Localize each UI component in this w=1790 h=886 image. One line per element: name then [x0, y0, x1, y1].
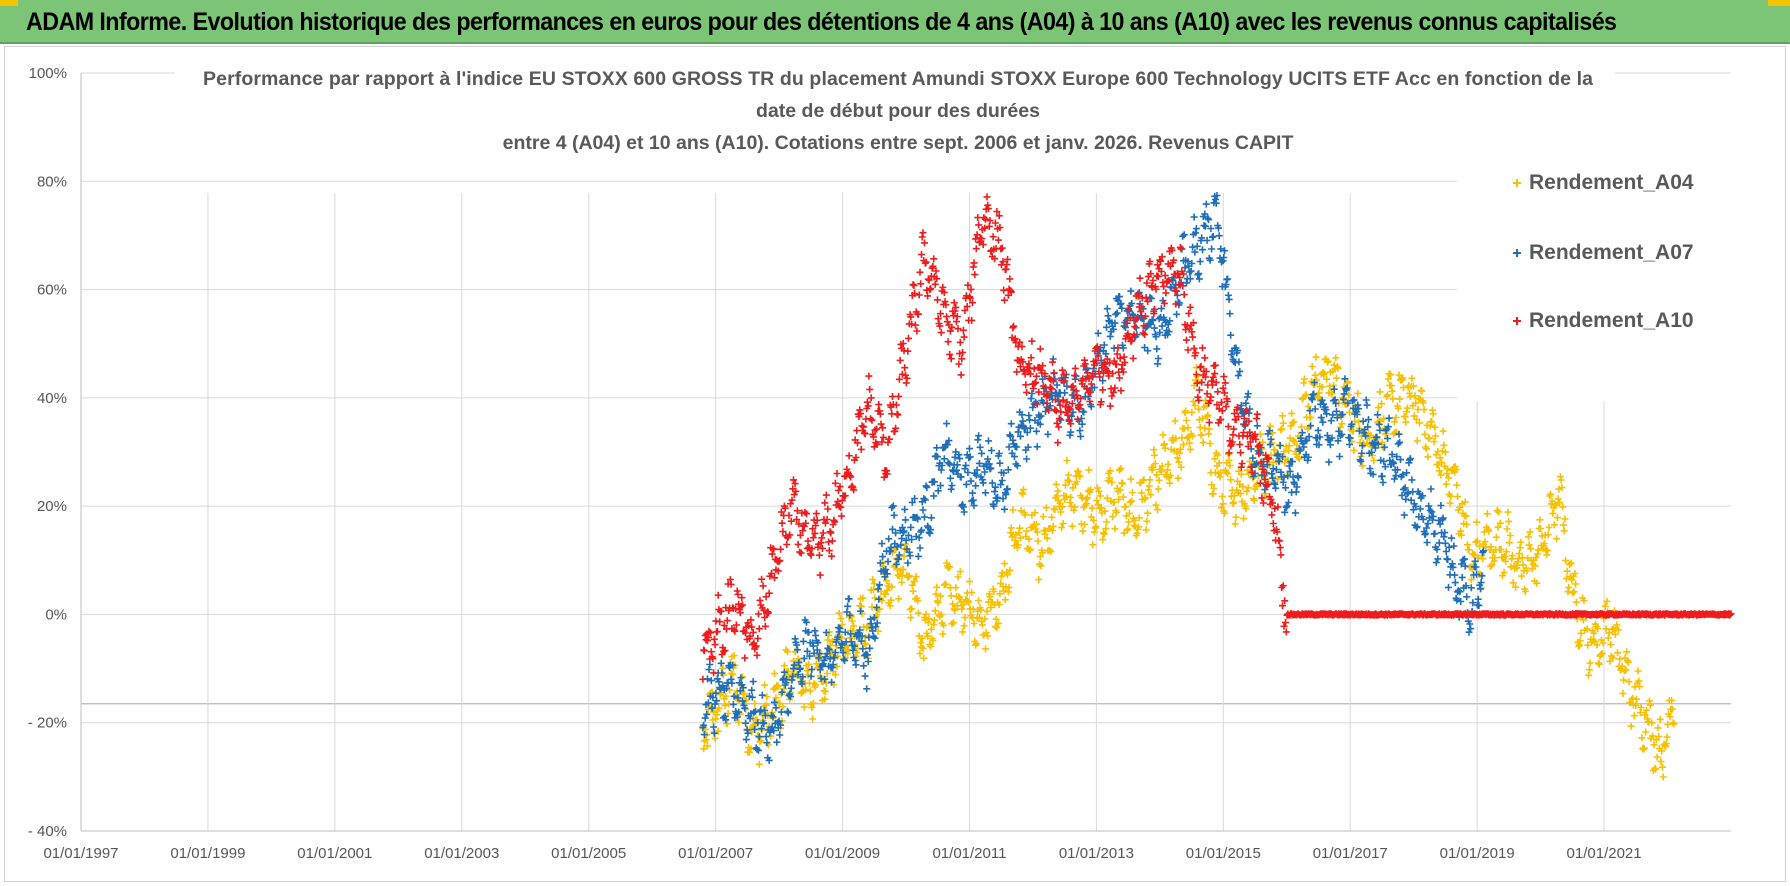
chart-area: 100% 80% 60% 40% 20% 0% - 20% - 40% 01/01/1997 01… [4, 46, 1786, 882]
page-banner: ADAM Informe. Evolution historique des p… [0, 0, 1790, 44]
x-tick-label: 01/01/2015 [1186, 845, 1261, 862]
y-tick-label: 60% [37, 282, 67, 299]
chart-title-bg [175, 129, 1615, 159]
x-tick-label: 01/01/2021 [1567, 845, 1642, 862]
chart-title-bg [175, 65, 1615, 95]
scatter-chart: 100% 80% 60% 40% 20% 0% - 20% - 40% 01/01/1997 01… [28, 65, 1735, 862]
legend-label: Rendement_A04 [1529, 171, 1694, 194]
chart-title-line: date de début pour des durées [756, 100, 1040, 122]
x-tick-label: 01/01/2003 [424, 845, 499, 862]
legend-label: Rendement_A07 [1529, 241, 1694, 264]
series-markers [699, 353, 1678, 781]
page-title: ADAM Informe. Evolution historique des p… [26, 8, 1617, 36]
x-tick-label: 01/01/2009 [805, 845, 880, 862]
y-tick-label: - 40% [28, 823, 67, 840]
y-tick-label: 80% [37, 173, 67, 190]
legend-marker [1513, 317, 1521, 325]
chart-title-line: Performance par rapport à l'indice EU ST… [203, 68, 1593, 90]
series-markers [699, 193, 1735, 683]
chart-title-line: entre 4 (A04) et 10 ans (A10). Cotations… [503, 132, 1294, 154]
x-tick-label: 01/01/2007 [678, 845, 753, 862]
legend-bg [1457, 151, 1733, 401]
chart-title: Performance par rapport à l'indice EU ST… [175, 65, 1615, 159]
x-tick-label: 01/01/2013 [1059, 845, 1134, 862]
legend-label: Rendement_A10 [1529, 309, 1694, 332]
y-tick-label: - 20% [28, 715, 67, 732]
banner-corner-accent [0, 0, 18, 6]
x-tick-label: 01/01/1997 [43, 845, 118, 862]
legend: Rendement_A04 Rendement_A07 Rendement_A10 [1457, 151, 1733, 401]
series-rendement-a07 [699, 192, 1487, 764]
legend-marker [1513, 249, 1521, 257]
y-tick-label: 20% [37, 498, 67, 515]
x-tick-label: 01/01/1999 [170, 845, 245, 862]
x-tick-label: 01/01/2011 [932, 845, 1006, 862]
series-markers [699, 192, 1487, 764]
y-tick-label: 100% [29, 65, 67, 82]
x-tick-label: 01/01/2001 [297, 845, 372, 862]
chart-title-bg [175, 97, 1615, 127]
x-tick-label: 01/01/2019 [1440, 845, 1515, 862]
series-rendement-a10 [699, 193, 1735, 683]
legend-item: Rendement_A04 [1513, 171, 1694, 194]
legend-item: Rendement_A10 [1513, 309, 1694, 332]
x-tick-label: 01/01/2005 [551, 845, 626, 862]
legend-marker [1513, 179, 1521, 187]
y-tick-label: 40% [37, 390, 67, 407]
y-tick-label: 0% [45, 606, 67, 623]
series-rendement-a04 [699, 353, 1678, 781]
x-tick-label: 01/01/2017 [1313, 845, 1388, 862]
legend-item: Rendement_A07 [1513, 241, 1694, 264]
banner-corner-accent [1768, 0, 1790, 6]
